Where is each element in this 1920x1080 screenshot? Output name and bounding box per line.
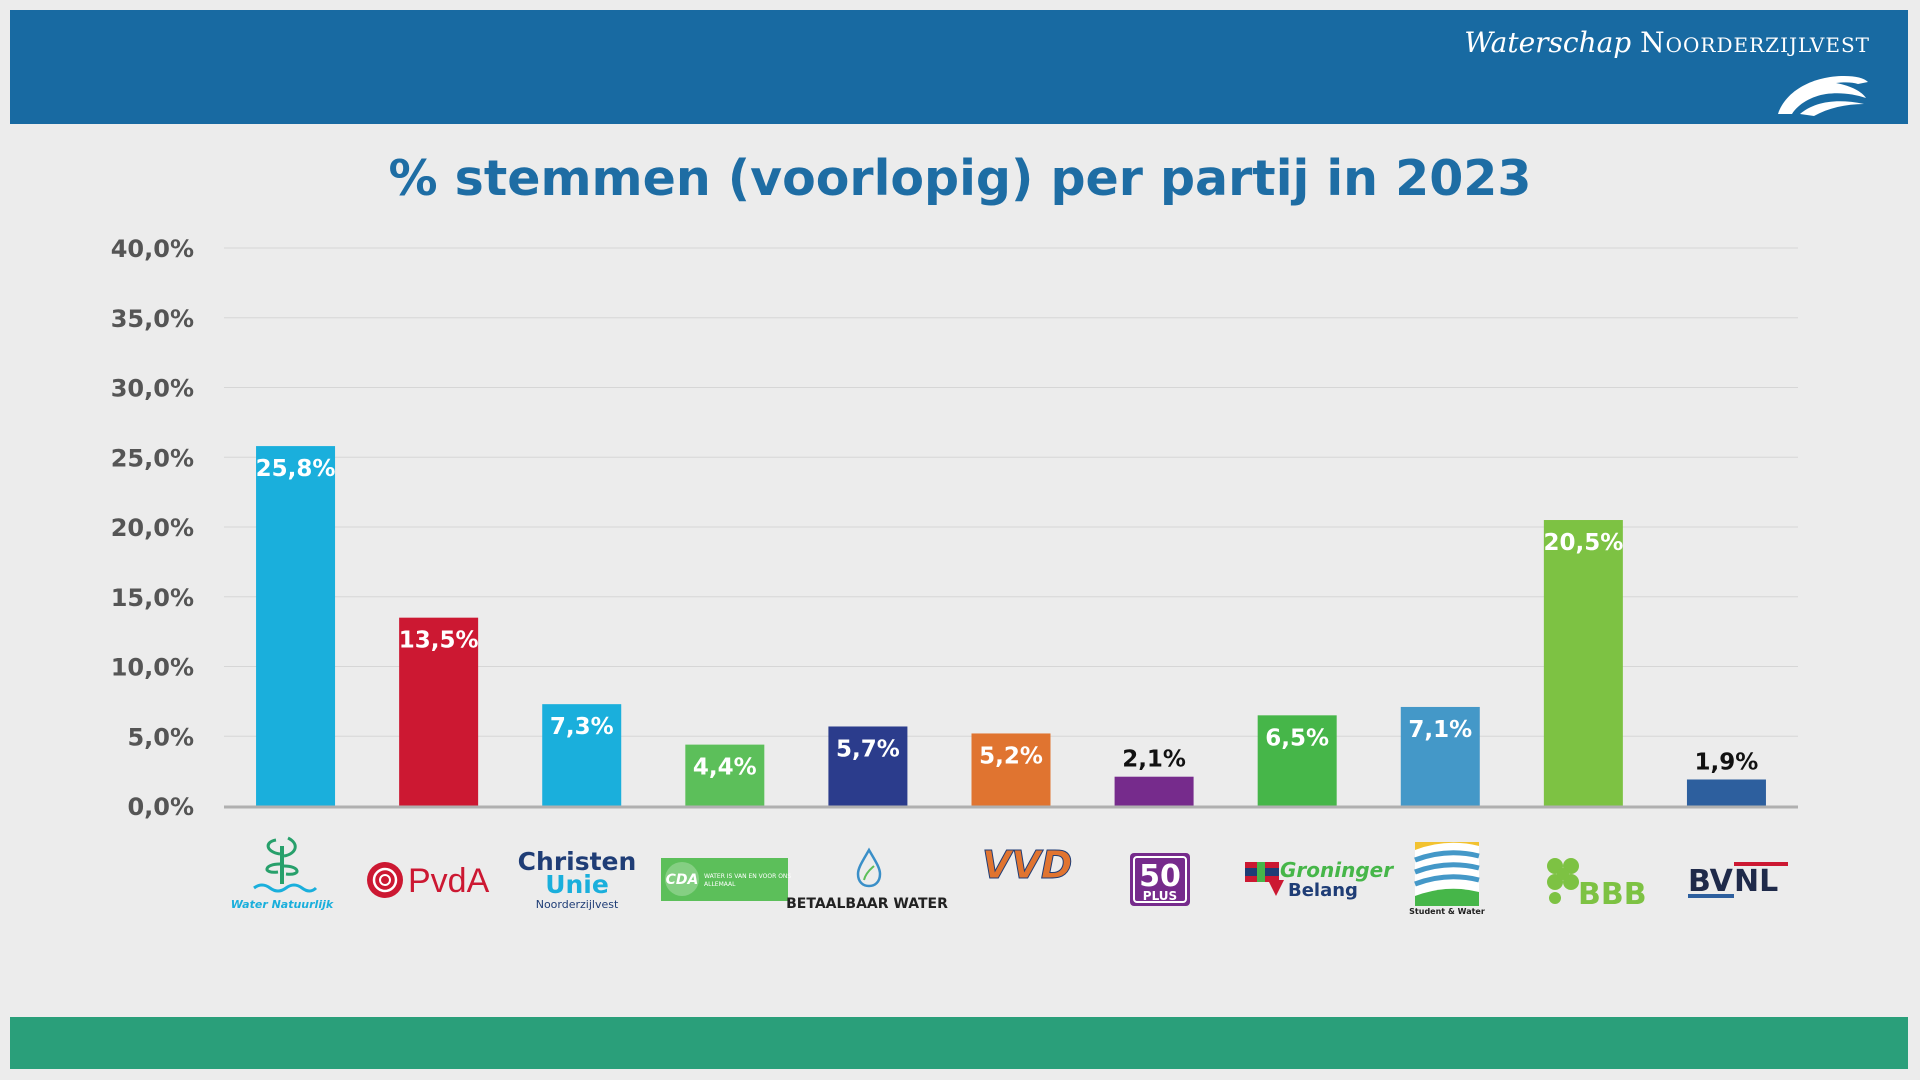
bar xyxy=(685,744,765,806)
bars: 25,8% 13,5% 7,3% 4,4% 5,7% 5,2% 2,1% 6,5% 7,1% 20… xyxy=(256,446,1766,806)
logo-christenunie: Christen Unie Noorderzijlvest xyxy=(518,847,637,911)
logo-betaalbaar-water: BETAALBAAR WATER xyxy=(786,847,948,912)
data-label: 2,1% xyxy=(1122,747,1186,773)
bvnl-bv: BV xyxy=(1688,864,1734,899)
data-label: 20,5% xyxy=(1543,530,1623,556)
bar xyxy=(542,704,622,806)
water-drop-icon xyxy=(856,847,882,888)
clover-icon xyxy=(1547,858,1579,904)
data-label: 25,8% xyxy=(256,456,336,482)
logo-groninger-belang: Groninger Belang xyxy=(1245,858,1394,901)
y-tick-label: 0,0% xyxy=(127,793,194,821)
50plus-label: PLUS xyxy=(1143,889,1177,903)
chart-title: % stemmen (voorlopig) per partij in 2023 xyxy=(388,150,1532,207)
data-label: 4,4% xyxy=(693,755,757,781)
christenunie-line3: Noorderzijlvest xyxy=(536,898,619,911)
logo-bvnl: BV NL xyxy=(1688,862,1788,899)
y-tick-label: 35,0% xyxy=(111,305,194,333)
logo-50plus: 50 PLUS xyxy=(1130,853,1190,906)
logo-cda: CDA WATER IS VAN EN VOOR ONS ALLEMAAL xyxy=(661,858,791,901)
cda-label: CDA xyxy=(666,872,699,888)
bar xyxy=(1114,776,1194,806)
y-tick-label: 30,0% xyxy=(111,375,194,403)
student-water-label: Student & Water xyxy=(1409,907,1485,916)
christenunie-line1: Christen xyxy=(518,847,637,876)
header-banner: Waterschap Noorderzijlvest xyxy=(10,10,1908,124)
bar xyxy=(1543,520,1623,806)
data-label: 7,1% xyxy=(1408,717,1472,743)
bar xyxy=(256,446,336,806)
cda-slogan-line2: ALLEMAAL xyxy=(704,881,736,888)
bvnl-nl: NL xyxy=(1734,864,1778,899)
y-tick-label: 40,0% xyxy=(111,235,194,263)
tree-icon xyxy=(253,836,318,893)
logo-pvda: PvdA xyxy=(367,862,490,900)
bar xyxy=(1400,706,1480,806)
groninger-line2: Belang xyxy=(1288,880,1358,901)
data-label: 7,3% xyxy=(550,714,614,740)
bar xyxy=(1257,715,1337,806)
betaalbaar-water-label: BETAALBAAR WATER xyxy=(786,896,948,912)
cda-slogan-line1: WATER IS VAN EN VOOR ONS xyxy=(704,873,791,880)
brand-script: Waterschap xyxy=(1464,26,1632,59)
logo-water-natuurlijk: Water Natuurlijk xyxy=(231,836,334,911)
bbb-label: BBB xyxy=(1578,877,1647,912)
groninger-line1: Groninger xyxy=(1280,858,1394,882)
bar xyxy=(971,733,1051,806)
pvda-label: PvdA xyxy=(408,862,490,900)
data-label: 5,7% xyxy=(836,736,900,762)
bar xyxy=(399,617,479,806)
christenunie-line2: Unie xyxy=(545,870,609,899)
data-label: 1,9% xyxy=(1695,749,1759,775)
brand-name: Waterschap Noorderzijlvest xyxy=(1464,26,1870,59)
y-tick-label: 15,0% xyxy=(111,584,194,612)
logo-student-water: Student & Water xyxy=(1409,842,1485,916)
rose-icon xyxy=(367,862,403,898)
groninger-flag-icon xyxy=(1245,862,1284,896)
y-tick-label: 5,0% xyxy=(127,723,194,751)
bar xyxy=(1686,779,1766,806)
bar-chart: 0,0% 5,0% 10,0% 15,0% 20,0% 25,0% 30,0% 35,0% 40… xyxy=(111,235,1798,916)
footer-banner xyxy=(10,1017,1908,1069)
waterschap-wave-logo-icon xyxy=(1778,76,1868,116)
data-label: 5,2% xyxy=(979,743,1043,769)
y-axis-ticks: 0,0% 5,0% 10,0% 15,0% 20,0% 25,0% 30,0% 35,0% 40… xyxy=(111,235,194,821)
y-tick-label: 10,0% xyxy=(111,654,194,682)
data-label: 6,5% xyxy=(1265,725,1329,751)
logo-vvd: VVD xyxy=(982,843,1073,888)
waves-icon xyxy=(1414,842,1480,906)
logo-bbb: BBB xyxy=(1547,858,1647,912)
brand-caps: Noorderzijlvest xyxy=(1640,26,1870,59)
water-natuurlijk-label: Water Natuurlijk xyxy=(231,898,334,911)
50plus-number: 50 xyxy=(1139,859,1181,894)
y-tick-label: 20,0% xyxy=(111,514,194,542)
y-tick-label: 25,0% xyxy=(111,444,194,472)
vvd-label: VVD xyxy=(982,843,1072,887)
data-label: 13,5% xyxy=(399,628,479,654)
bar xyxy=(828,726,908,806)
